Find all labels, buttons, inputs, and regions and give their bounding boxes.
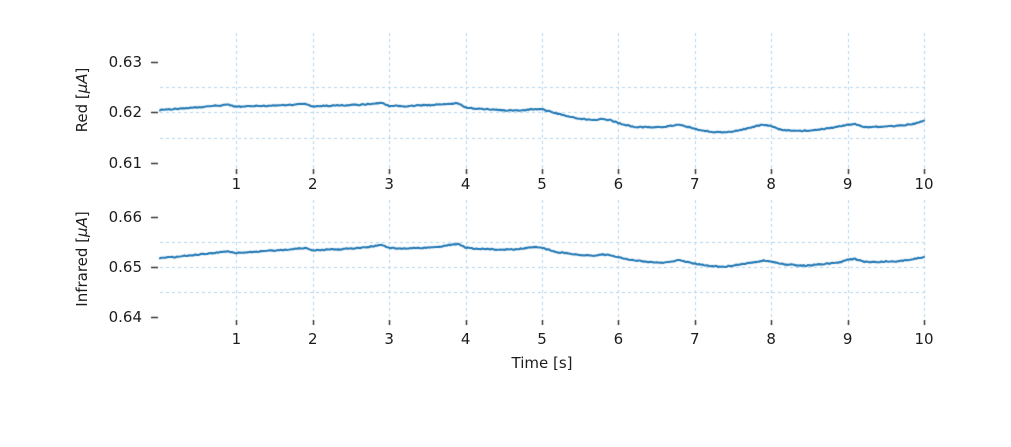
x-tick-label: 9 [842, 175, 853, 193]
mu-a-unit: μA [73, 217, 91, 237]
x-tick-label: 3 [384, 175, 394, 193]
x-tick-label: 10 [914, 330, 934, 348]
y-axis-label-red: Red [μA] [73, 68, 91, 133]
x-tick-label: 4 [460, 175, 471, 193]
y-tick-label: 0.61 [108, 154, 142, 173]
x-tick-label: 6 [613, 175, 624, 193]
x-tick-label: 1 [231, 175, 242, 193]
x-tick-label: 2 [308, 175, 318, 193]
mu-a-unit: μA [73, 73, 91, 94]
x-tick-label: 10 [914, 175, 934, 193]
x-tick-label: 8 [766, 330, 776, 348]
x-tick-label: 5 [537, 175, 547, 193]
y-axis-label-infrared-text: Infrared [ [73, 236, 91, 307]
x-axis-label-time: Time [s] [511, 354, 573, 372]
y-tick-label: 0.62 [108, 103, 142, 122]
y-axis-label-red-text: Red [ [73, 93, 91, 133]
y-axis-label-infrared: Infrared [μA] [73, 211, 91, 306]
x-tick-label: 9 [842, 330, 853, 348]
x-tick-label: 5 [537, 330, 547, 348]
y-tick-label: 0.63 [108, 52, 142, 71]
y-tick-label: 0.66 [108, 208, 142, 226]
y-axis-label-infrared-bracket: ] [73, 211, 91, 218]
y-tick-label: 0.65 [108, 258, 142, 276]
x-tick-label: 8 [766, 175, 776, 193]
x-tick-label: 2 [308, 330, 318, 348]
x-tick-label: 7 [690, 175, 700, 193]
x-tick-label: 4 [460, 330, 471, 348]
x-tick-label: 6 [613, 330, 624, 348]
x-tick-label: 7 [690, 330, 700, 348]
x-tick-label: 1 [231, 330, 242, 348]
x-tick-label: 3 [384, 330, 394, 348]
y-axis-label-red-bracket: ] [73, 67, 91, 74]
y-tick-label: 0.64 [108, 308, 142, 326]
